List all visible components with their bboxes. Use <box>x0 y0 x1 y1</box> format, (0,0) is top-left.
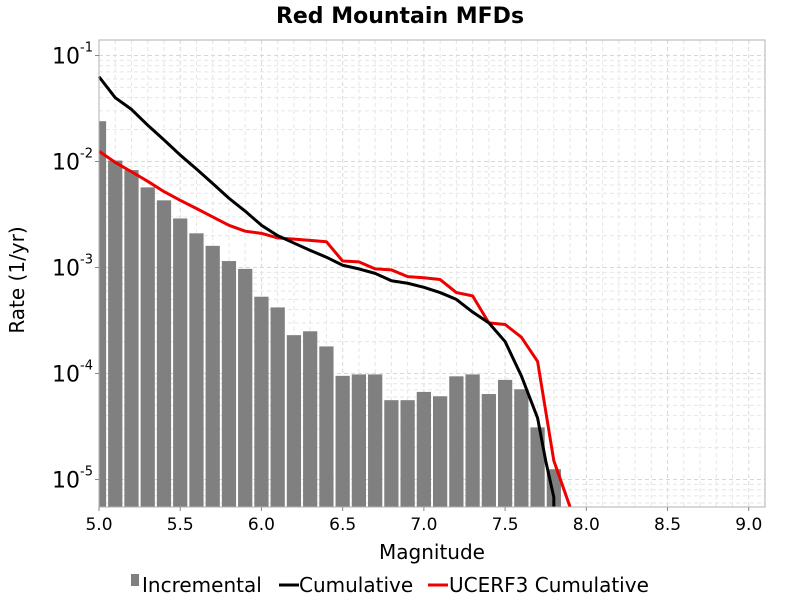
legend-label-ucerf3: UCERF3 Cumulative <box>449 573 649 597</box>
incremental-bar <box>319 346 334 507</box>
y-axis-label: Rate (1/yr) <box>5 226 29 333</box>
y-tick-label: 10-4 <box>52 358 93 387</box>
incremental-bar <box>156 200 172 508</box>
incremental-bar <box>303 331 318 507</box>
incremental-bar <box>238 268 253 507</box>
incremental-bar <box>99 121 107 508</box>
x-tick-label: 8.5 <box>654 515 681 535</box>
incremental-bar <box>351 374 367 507</box>
x-tick-label: 7.0 <box>410 515 437 535</box>
y-axis-ticks: 10-110-210-310-410-5 <box>52 40 99 493</box>
legend: Incremental Cumulative UCERF3 Cumulative <box>131 573 649 597</box>
incremental-bar <box>173 218 188 507</box>
incremental-bar <box>433 396 448 507</box>
cumulative-lines <box>97 75 572 508</box>
cumulative-line <box>97 75 556 507</box>
incremental-bar <box>124 170 139 507</box>
x-tick-label: 7.5 <box>492 515 519 535</box>
incremental-bar <box>108 160 123 507</box>
incremental-bar <box>497 379 513 507</box>
incremental-bar <box>140 187 155 507</box>
y-tick-label: 10-5 <box>52 464 93 493</box>
legend-label-incremental: Incremental <box>142 573 262 597</box>
ucerf3-cumulative-line <box>98 149 572 508</box>
incremental-bar <box>221 261 237 507</box>
incremental-bar <box>416 391 431 507</box>
incremental-bars <box>99 121 561 508</box>
x-axis-label: Magnitude <box>379 540 485 564</box>
x-tick-label: 5.5 <box>167 515 194 535</box>
incremental-bar <box>481 394 496 507</box>
incremental-bar <box>270 307 285 507</box>
incremental-bar <box>189 233 204 508</box>
x-axis-ticks: 5.0 5.5 6.0 6.5 7.0 7.5 8.0 8.5 9.0 <box>85 507 762 535</box>
plot-border <box>98 39 766 508</box>
x-tick-label: 9.0 <box>735 515 762 535</box>
x-tick-label: 8.0 <box>573 515 600 535</box>
chart-title: Red Mountain MFDs <box>276 4 524 29</box>
x-tick-label: 6.5 <box>329 515 356 535</box>
incremental-bar <box>400 400 415 507</box>
incremental-bar <box>514 389 529 507</box>
incremental-bar <box>368 374 383 507</box>
incremental-bar <box>286 335 302 507</box>
incremental-bar <box>384 400 399 507</box>
legend-swatch-incremental <box>131 574 139 586</box>
x-tick-label: 5.0 <box>85 515 112 535</box>
incremental-bar <box>530 427 545 507</box>
x-tick-label: 6.0 <box>248 515 275 535</box>
incremental-bar <box>335 375 350 507</box>
legend-label-cumulative: Cumulative <box>299 573 413 597</box>
incremental-bar <box>465 374 480 507</box>
incremental-bar <box>254 296 269 507</box>
incremental-bar <box>449 376 464 507</box>
incremental-bar <box>205 245 220 507</box>
